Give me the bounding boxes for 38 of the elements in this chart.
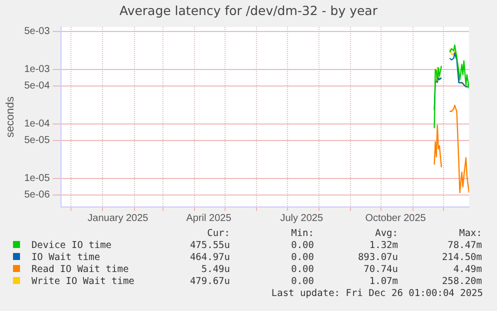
text: Last update: Fri Dec 26 01:00:04 2025: [271, 288, 483, 299]
y-tick-label: 5e-05: [24, 135, 50, 146]
legend-label: IO Wait time: [30, 251, 102, 263]
text: 0.00: [290, 251, 314, 263]
text: 0.00: [290, 275, 314, 287]
text: 5.49u: [200, 263, 230, 275]
y-tick-label: 1e-05: [24, 173, 50, 184]
x-tick-label: April 2025: [186, 212, 232, 224]
x-tick-label: October 2025: [365, 212, 426, 224]
chart-title: Average latency for /dev/dm-32 - by year: [118, 3, 378, 18]
text: 4.49m: [452, 263, 482, 275]
text: 258.20m: [440, 275, 482, 287]
text: 893.07u: [356, 251, 398, 263]
y-tick-label: 5e-06: [24, 190, 50, 201]
text: 0.00: [290, 263, 314, 275]
y-tick-label: 5e-04: [24, 80, 50, 92]
text: 464.97u: [188, 251, 230, 263]
legend-label: Device IO time: [30, 239, 113, 251]
text: 214.50m: [440, 251, 482, 263]
legend-label: Read IO Wait time: [30, 263, 130, 275]
text: Cur:: [206, 227, 230, 239]
y-tick-label: 5e-03: [24, 26, 50, 38]
text: Avg:: [374, 227, 398, 239]
text: 1.32m: [368, 239, 398, 251]
x-tick-label: January 2025: [88, 212, 149, 224]
text: Min:: [290, 227, 314, 239]
text: 70.74u: [362, 263, 398, 275]
text: 0.00: [290, 239, 314, 251]
text: Max:: [458, 227, 482, 239]
text: 475.55u: [188, 239, 230, 251]
y-tick-label: 1e-03: [24, 64, 50, 76]
y-axis-title: seconds: [4, 96, 17, 138]
y-tick-label: 1e-04: [24, 118, 50, 130]
x-tick-label: July 2025: [280, 212, 324, 224]
text: 479.67u: [188, 275, 230, 287]
text: 1.07m: [368, 275, 398, 287]
text: 78.47m: [446, 239, 482, 251]
legend-label: Write IO Wait time: [30, 275, 136, 287]
